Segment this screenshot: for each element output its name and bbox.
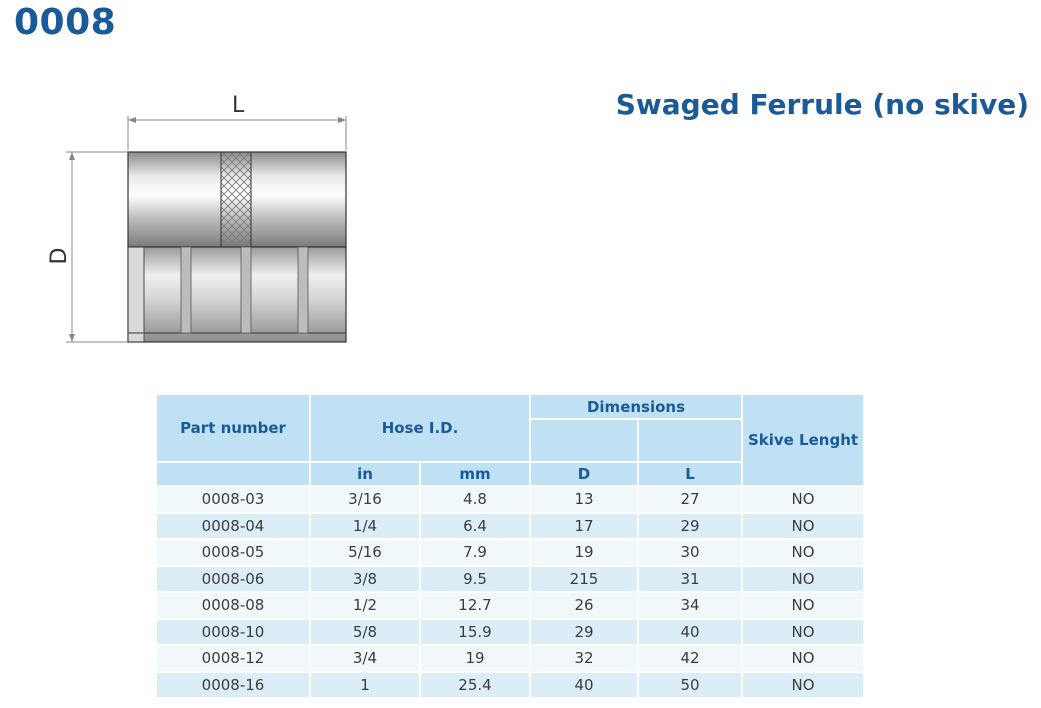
cell-part-number: 0008-06 [155,565,311,593]
cell-hose-in: 5/16 [309,539,421,567]
table-row: 0008-06 3/8 9.5 215 31 NO [155,565,865,593]
cell-dim-l: 31 [637,565,743,593]
header-mm: mm [419,461,531,487]
cell-hose-mm: 12.7 [419,592,531,620]
cell-dim-l: 27 [637,486,743,514]
cell-dim-d: 32 [529,645,639,673]
table-row: 0008-03 3/16 4.8 13 27 NO [155,486,865,514]
cell-dim-d: 40 [529,671,639,699]
header-part-number: Part number [155,393,311,463]
cell-hose-in: 1/4 [309,512,421,540]
cell-dim-d: 19 [529,539,639,567]
cell-hose-mm: 6.4 [419,512,531,540]
cell-dim-l: 42 [637,645,743,673]
cell-dim-l: 50 [637,671,743,699]
specification-table: Part number Hose I.D. Dimensions Skive L… [155,392,865,699]
cell-skive: NO [741,486,865,514]
product-code-title: 0008 [14,2,117,43]
cell-skive: NO [741,671,865,699]
cell-skive: NO [741,645,865,673]
cell-dim-d: 13 [529,486,639,514]
cell-skive: NO [741,539,865,567]
header-part-number-blank [155,461,311,487]
cell-hose-mm: 15.9 [419,618,531,646]
diameter-dimension-label: D [47,248,72,265]
cell-hose-in: 3/16 [309,486,421,514]
cell-part-number: 0008-10 [155,618,311,646]
header-dimensions-blank-d [529,418,639,463]
cell-dim-d: 29 [529,618,639,646]
cell-part-number: 0008-03 [155,486,311,514]
cell-hose-in: 3/8 [309,565,421,593]
header-in: in [309,461,421,487]
cell-dim-l: 29 [637,512,743,540]
cell-hose-mm: 9.5 [419,565,531,593]
cell-dim-d: 26 [529,592,639,620]
cell-part-number: 0008-05 [155,539,311,567]
table-body: 0008-03 3/16 4.8 13 27 NO 0008-04 1/4 6.4 17 29 NO 0… [155,486,865,699]
cell-hose-mm: 7.9 [419,539,531,567]
table-row: 0008-10 5/8 15.9 29 40 NO [155,618,865,646]
cell-hose-in: 5/8 [309,618,421,646]
table-row: 0008-08 1/2 12.7 26 34 NO [155,592,865,620]
cell-dim-l: 40 [637,618,743,646]
cell-skive: NO [741,565,865,593]
table-row: 0008-16 1 25.4 40 50 NO [155,671,865,699]
cell-dim-l: 34 [637,592,743,620]
header-dimensions-blank-l [637,418,743,463]
cell-part-number: 0008-12 [155,645,311,673]
table-row: 0008-04 1/4 6.4 17 29 NO [155,512,865,540]
cell-dim-d: 17 [529,512,639,540]
cell-hose-mm: 19 [419,645,531,673]
cell-hose-in: 3/4 [309,645,421,673]
cell-dim-d: 215 [529,565,639,593]
cell-hose-in: 1 [309,671,421,699]
cell-hose-mm: 25.4 [419,671,531,699]
cell-part-number: 0008-08 [155,592,311,620]
cell-part-number: 0008-04 [155,512,311,540]
cell-hose-mm: 4.8 [419,486,531,514]
ferrule-technical-drawing: L D [36,86,356,348]
header-l: L [637,461,743,487]
table-row: 0008-05 5/16 7.9 19 30 NO [155,539,865,567]
header-dimensions: Dimensions [529,392,743,421]
header-hose-id: Hose I.D. [309,393,531,463]
cell-hose-in: 1/2 [309,592,421,620]
length-dimension-label: L [232,93,245,118]
cell-part-number: 0008-16 [155,671,311,699]
cell-dim-l: 30 [637,539,743,567]
header-skive-length: Skive Lenght [741,393,865,487]
cell-skive: NO [741,512,865,540]
table-row: 0008-12 3/4 19 32 42 NO [155,645,865,673]
product-name-title: Swaged Ferrule (no skive) [615,88,1029,121]
cell-skive: NO [741,592,865,620]
cell-skive: NO [741,618,865,646]
header-d: D [529,461,639,487]
